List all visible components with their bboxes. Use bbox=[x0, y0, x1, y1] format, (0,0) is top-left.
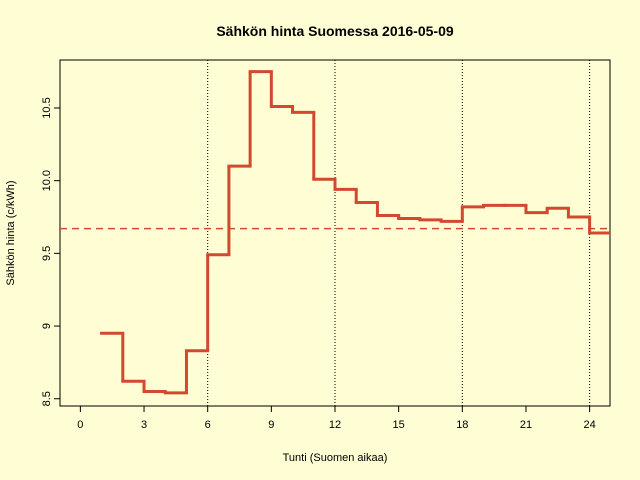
x-tick-label: 6 bbox=[205, 419, 211, 431]
y-tick-label: 8.5 bbox=[41, 391, 53, 406]
x-tick-label: 21 bbox=[520, 419, 532, 431]
x-tick-label: 3 bbox=[141, 419, 147, 431]
x-tick-label: 15 bbox=[393, 419, 405, 431]
x-tick-label: 9 bbox=[268, 419, 274, 431]
y-tick-label: 10.0 bbox=[41, 170, 53, 191]
x-tick-label: 12 bbox=[329, 419, 341, 431]
x-tick-label: 18 bbox=[456, 419, 468, 431]
y-tick-label: 9.5 bbox=[41, 246, 53, 261]
x-axis-label: Tunti (Suomen aikaa) bbox=[283, 452, 388, 464]
y-axis-label: Sähkön hinta (c/kWh) bbox=[5, 180, 17, 285]
y-tick-label: 9 bbox=[41, 323, 53, 329]
chart-title: Sähkön hinta Suomessa 2016-05-09 bbox=[216, 23, 454, 39]
plot-area bbox=[60, 60, 610, 406]
x-tick-label: 0 bbox=[77, 419, 83, 431]
y-tick-label: 10.5 bbox=[41, 97, 53, 118]
x-tick-label: 24 bbox=[584, 419, 596, 431]
